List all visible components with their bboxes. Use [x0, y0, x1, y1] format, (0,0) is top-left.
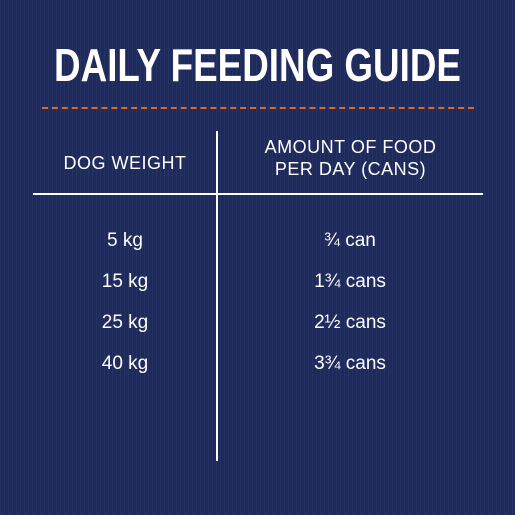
amount-cell: ¾ can [324, 229, 376, 251]
amount-cell: 1¾ cans [314, 270, 386, 292]
table-row: 40 kg 3¾ cans [33, 343, 483, 384]
table-body: 5 kg ¾ can 15 kg 1¾ cans 25 kg 2½ cans 4… [33, 220, 483, 384]
weight-cell: 40 kg [101, 352, 149, 374]
column-header-amount-line-2: PER DAY (CANS) [274, 159, 427, 179]
column-divider [216, 131, 218, 461]
header-rule [33, 193, 483, 195]
weight-cell: 5 kg [107, 229, 143, 251]
table-row: 5 kg ¾ can [33, 220, 483, 261]
title-divider [42, 107, 474, 109]
column-header-amount: AMOUNT OF FOOD PER DAY (CANS) [218, 136, 483, 180]
column-header-dog-weight: DOG WEIGHT [63, 153, 187, 173]
page-title: DAILY FEEDING GUIDE [54, 39, 461, 91]
table-row: 25 kg 2½ cans [33, 302, 483, 343]
weight-cell: 25 kg [101, 311, 149, 333]
table-row: 15 kg 1¾ cans [33, 261, 483, 302]
amount-cell: 3¾ cans [314, 352, 386, 374]
column-header-amount-line-1: AMOUNT OF FOOD [264, 137, 437, 157]
amount-cell: 2½ cans [314, 311, 386, 333]
weight-cell: 15 kg [101, 270, 149, 292]
